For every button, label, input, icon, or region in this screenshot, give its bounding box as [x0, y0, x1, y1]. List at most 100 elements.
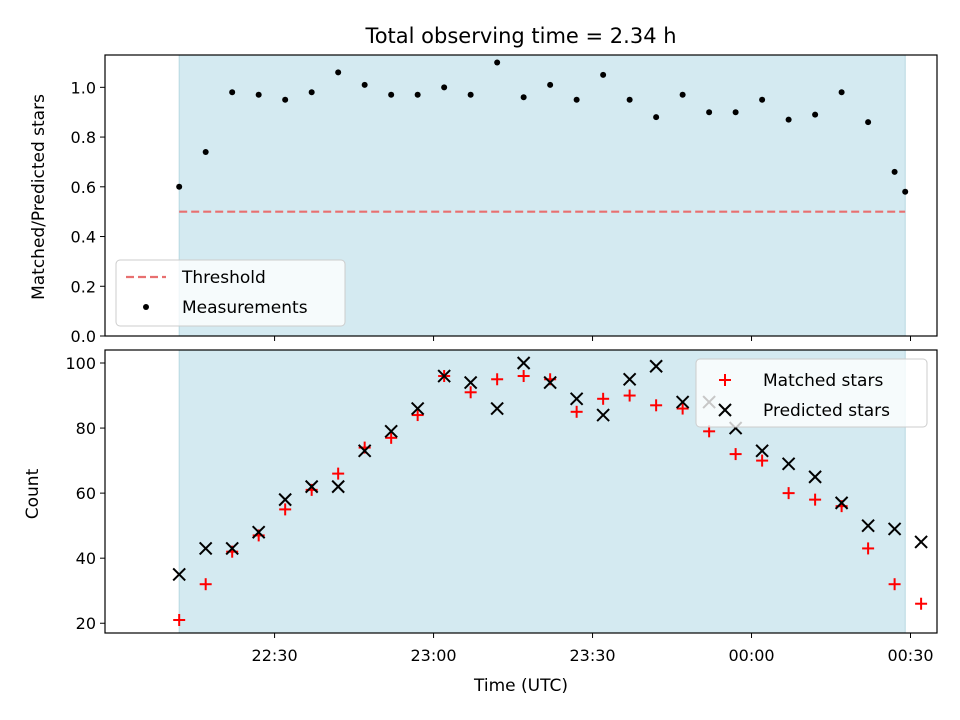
measurement-point [573, 96, 580, 103]
predicted-star-marker [331, 479, 345, 494]
y-tick-label: 60 [76, 484, 96, 503]
legend-matched-swatch [719, 374, 731, 386]
predicted-star-marker [278, 492, 292, 507]
top-y-axis-label: Matched/Predicted stars [29, 94, 49, 300]
measurement-point [547, 81, 554, 88]
matched-star-marker [173, 613, 186, 626]
predicted-star-marker [172, 567, 186, 582]
matched-star-marker [279, 503, 292, 516]
legend-matched-label: Matched stars [763, 371, 883, 391]
measurement-point [626, 96, 633, 103]
predicted-star-marker [251, 525, 266, 539]
y-tick-label: 20 [76, 614, 96, 633]
predicted-star-marker [410, 401, 425, 416]
legend-threshold-label: Threshold [181, 268, 266, 288]
measurement-point [308, 89, 315, 96]
matched-star-marker [385, 431, 398, 444]
matched-star-marker [676, 402, 689, 415]
bottom-panel: 20 40 60 80 100 22:30 23:00 23:30 00:00 00:30 Matc… [65, 349, 938, 665]
matched-star-marker [597, 392, 610, 405]
measurement-point [255, 91, 262, 98]
matched-star-marker [756, 454, 769, 467]
matched-star-marker [491, 373, 504, 386]
predicted-star-marker [384, 424, 398, 439]
chart-title: Total observing time = 2.34 h [364, 24, 676, 48]
legend-box [695, 358, 928, 428]
top-panel: 0.0 0.2 0.4 0.6 0.8 1.0 Threshold Measurements [71, 54, 938, 346]
measurement-point [902, 188, 909, 195]
x-tick-label: 22:30 [252, 646, 298, 665]
predicted-star-marker [649, 359, 663, 373]
x-tick-label: 00:00 [728, 646, 774, 665]
measurement-point [600, 71, 607, 78]
measurement-point [759, 96, 766, 103]
matched-star-marker [862, 542, 875, 555]
measurement-point [388, 91, 395, 98]
measurement-point [467, 91, 474, 98]
y-tick-label: 40 [76, 549, 96, 568]
predicted-star-marker [675, 395, 690, 409]
measurement-point [520, 94, 527, 101]
measurement-point [732, 109, 739, 116]
matched-star-marker [517, 370, 530, 383]
x-tick-label: 23:00 [411, 646, 457, 665]
axes-frame [104, 349, 938, 634]
legend-predicted-swatch [718, 403, 732, 417]
measurement-point [785, 116, 792, 123]
measurement-point [679, 91, 686, 98]
measurement-point [706, 109, 713, 116]
matched-star-marker [650, 399, 663, 412]
predicted-star-marker [834, 496, 849, 510]
measurement-point [441, 84, 448, 91]
matched-star-marker [199, 578, 212, 591]
predicted-star-marker [543, 375, 557, 390]
legend-box [115, 259, 346, 327]
predicted-star-marker [781, 457, 796, 471]
measurement-point [335, 69, 342, 76]
matched-star-marker [782, 487, 795, 500]
predicted-star-marker [861, 518, 875, 533]
predicted-star-marker [463, 375, 478, 390]
y-tick-label: 100 [65, 354, 96, 373]
measurement-point [865, 119, 872, 126]
predicted-star-marker [437, 369, 451, 383]
legend: Matched stars Predicted stars [695, 358, 928, 428]
matched-star-marker [915, 597, 928, 610]
predicted-star-marker [490, 401, 504, 416]
predicted-star-marker [914, 535, 928, 549]
bottom-y-axis-label: Count [23, 468, 43, 519]
measurement-point [229, 89, 236, 96]
matched-star-marker [729, 448, 742, 461]
y-tick-label: 80 [76, 419, 96, 438]
measurement-point [176, 183, 183, 190]
measurement-point [812, 111, 819, 118]
matched-star-marker [464, 386, 477, 399]
predicted-star-marker [887, 522, 902, 536]
measurement-point [838, 89, 845, 96]
matched-star-marker [411, 409, 424, 422]
matched-star-marker [888, 578, 901, 591]
predicted-star-marker [198, 541, 213, 556]
predicted-star-marker [596, 408, 610, 422]
measurement-point [414, 91, 421, 98]
predicted-star-marker [357, 444, 372, 458]
predicted-star-marker [516, 356, 531, 370]
legend-measurement-label: Measurements [182, 298, 308, 318]
predicted-star-marker [304, 479, 319, 494]
legend-measurement-swatch [143, 304, 149, 310]
y-tick-label: 1.0 [71, 78, 96, 97]
y-tick-label: 0.6 [71, 178, 96, 197]
predicted-star-marker [755, 444, 769, 458]
y-tick-label: 0.2 [71, 277, 96, 296]
measurement-point [202, 148, 209, 155]
axes-frame [104, 54, 938, 337]
predicted-star-marker [569, 392, 584, 406]
predicted-star-marker [622, 372, 637, 386]
measurement-point [282, 96, 289, 103]
y-tick-label: 0.4 [71, 228, 96, 247]
predicted-star-marker [225, 541, 239, 556]
y-tick-label: 0.0 [71, 327, 96, 346]
legend-predicted-label: Predicted stars [763, 401, 890, 421]
matched-star-marker [809, 493, 822, 506]
measurement-point [653, 114, 660, 121]
